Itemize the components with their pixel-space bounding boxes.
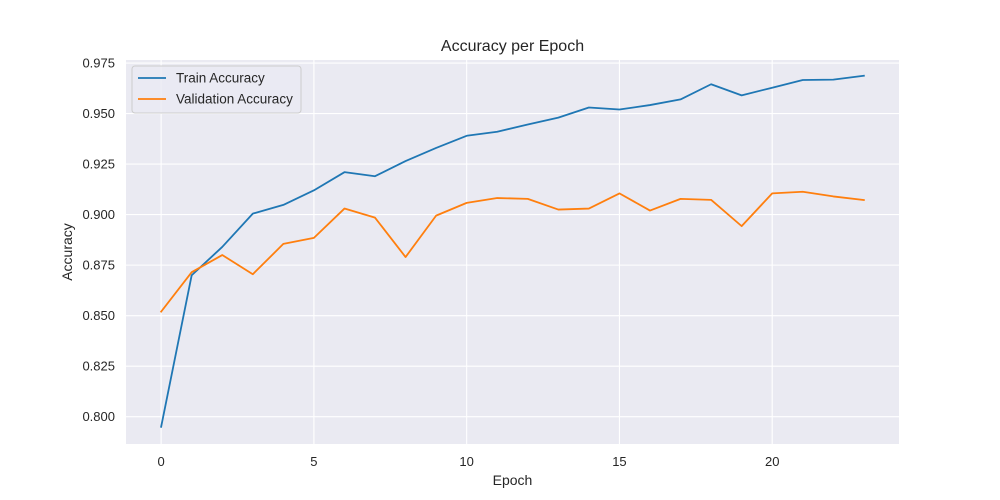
x-tick-label: 15 xyxy=(612,454,626,469)
y-tick-label: 0.850 xyxy=(82,308,115,323)
x-axis-label: Epoch xyxy=(493,472,533,488)
y-tick-label: 0.975 xyxy=(82,56,115,71)
y-tick-label: 0.825 xyxy=(82,359,115,374)
y-tick-label: 0.925 xyxy=(82,157,115,172)
x-axis-ticks: 0 5 10 15 20 xyxy=(158,454,780,469)
chart-title: Accuracy per Epoch xyxy=(441,38,584,55)
y-tick-label: 0.950 xyxy=(82,106,115,121)
y-tick-label: 0.800 xyxy=(82,409,115,424)
legend-label: Validation Accuracy xyxy=(176,92,293,107)
y-tick-label: 0.900 xyxy=(82,207,115,222)
y-axis-label: Accuracy xyxy=(59,223,75,281)
x-tick-label: 20 xyxy=(765,454,779,469)
y-tick-label: 0.875 xyxy=(82,258,115,273)
legend: Train Accuracy Validation Accuracy xyxy=(132,66,301,113)
plot-area xyxy=(126,60,899,444)
y-axis-ticks: 0.800 0.825 0.850 0.875 0.900 0.925 0.950 0.975 xyxy=(82,56,115,425)
legend-label: Train Accuracy xyxy=(176,71,265,86)
x-tick-label: 5 xyxy=(310,454,317,469)
x-tick-label: 0 xyxy=(158,454,165,469)
x-tick-label: 10 xyxy=(459,454,473,469)
